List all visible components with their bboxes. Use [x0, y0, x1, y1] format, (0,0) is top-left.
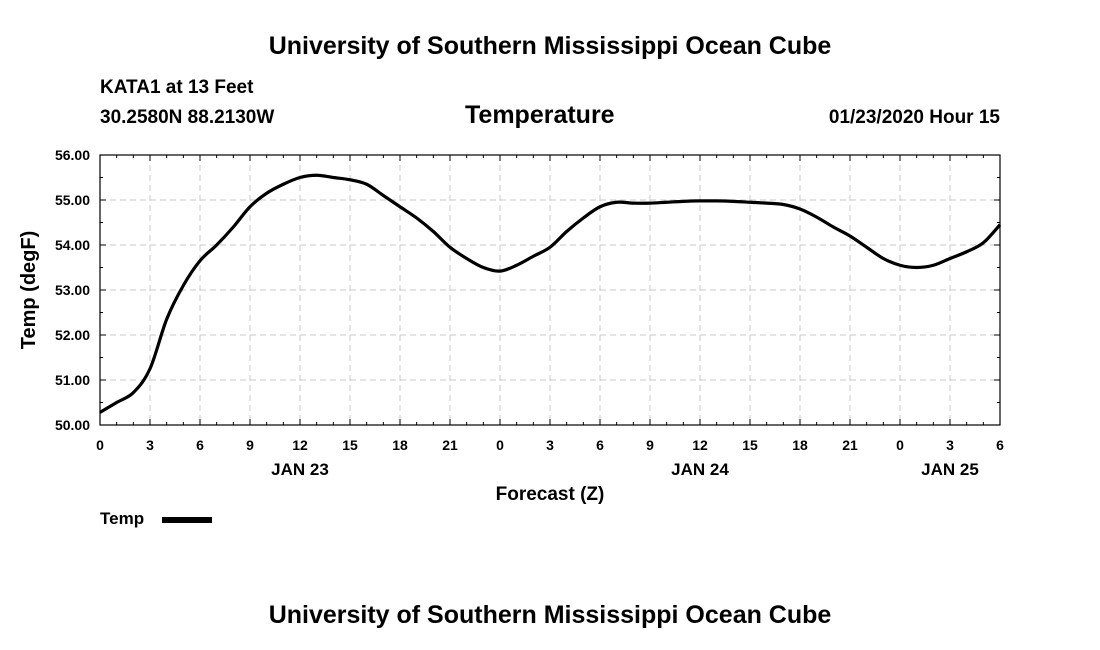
x-tick-label: 12 [292, 437, 308, 453]
x-tick-label: 12 [692, 437, 708, 453]
x-tick-label: 9 [646, 437, 654, 453]
day-label: JAN 23 [271, 460, 329, 479]
y-tick-label: 56.00 [55, 147, 90, 163]
x-tick-label: 6 [596, 437, 604, 453]
legend-line-swatch [162, 517, 212, 523]
x-tick-label: 6 [196, 437, 204, 453]
day-label: JAN 24 [671, 460, 729, 479]
x-tick-label: 0 [496, 437, 504, 453]
station-label: KATA1 at 13 Feet [100, 77, 254, 98]
legend-label: Temp [100, 509, 145, 528]
forecast-datetime: 01/23/2020 Hour 15 [828, 107, 1000, 128]
y-axis-label: Temp (degF) [18, 231, 40, 350]
y-tick-label: 55.00 [55, 192, 90, 208]
grid-lines [99, 154, 1001, 426]
chart-title: Temperature [465, 101, 615, 129]
y-tick-label: 50.00 [55, 417, 90, 433]
x-tick-label: 0 [896, 437, 904, 453]
x-tick-label: 15 [342, 437, 358, 453]
series-line-temp [99, 173, 1002, 414]
x-tick-label: 3 [146, 437, 154, 453]
day-label: JAN 25 [921, 460, 979, 479]
x-tick-label: 0 [96, 437, 104, 453]
y-tick-label: 53.00 [55, 282, 90, 298]
x-tick-label: 6 [996, 437, 1004, 453]
x-tick-label: 18 [792, 437, 808, 453]
y-tick-label: 51.00 [55, 372, 90, 388]
x-tick-label: 9 [246, 437, 254, 453]
main-title-top: University of Southern Mississippi Ocean… [268, 32, 832, 60]
series-layer [99, 173, 1002, 414]
tick-labels: 0 3 6 9 12 15 18 21 0 3 6 9 12 15 18 21 0 3 6 50.00 51.00 52.… [55, 147, 1004, 479]
x-tick-label: 21 [842, 437, 858, 453]
x-axis-label: Forecast (Z) [496, 484, 605, 505]
x-tick-label: 15 [742, 437, 758, 453]
x-tick-label: 21 [442, 437, 458, 453]
x-tick-label: 18 [392, 437, 408, 453]
coordinates-label: 30.2580N 88.2130W [100, 107, 275, 128]
x-tick-label: 3 [946, 437, 954, 453]
main-title-bottom: University of Southern Mississippi Ocean… [268, 601, 832, 629]
x-tick-label: 3 [546, 437, 554, 453]
y-tick-label: 52.00 [55, 327, 90, 343]
axes [99, 154, 1001, 426]
y-tick-label: 54.00 [55, 237, 90, 253]
